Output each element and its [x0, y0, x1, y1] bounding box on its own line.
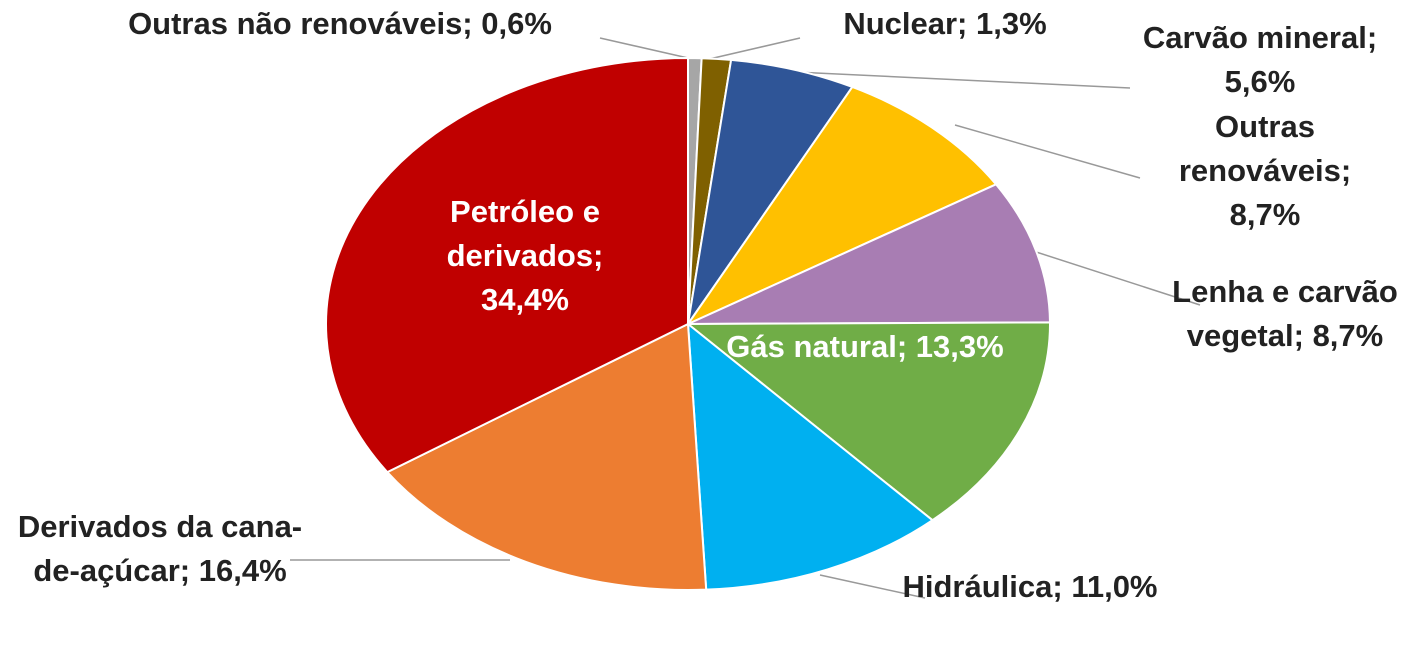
pie-slice	[385, 322, 708, 591]
leader-line	[1029, 249, 1201, 306]
pie-slice	[687, 58, 854, 325]
value-label: 16,4%	[198, 553, 287, 588]
value-label: 8,7%	[1312, 318, 1384, 353]
slice-label: Gás natural; 13,3%	[720, 325, 1010, 369]
leader-line	[599, 37, 689, 59]
slice-label: Lenha e carvão vegetal; 8,7%	[1160, 270, 1410, 358]
leader-line	[819, 574, 926, 599]
category-name: Hidráulica;	[902, 569, 1063, 604]
pie-slice	[687, 183, 1051, 325]
leader-lines	[290, 37, 1201, 599]
category-name: Outras não renováveis;	[128, 6, 473, 41]
slice-label: Outras renováveis; 8,7%	[1140, 105, 1390, 237]
pie-slice	[686, 321, 935, 591]
slice-label: Carvão mineral; 5,6%	[1125, 16, 1395, 104]
slice-label: Outras não renováveis; 0,6%	[40, 2, 640, 46]
value-label: 8,7%	[1229, 197, 1301, 232]
pie-slice	[685, 85, 998, 327]
category-name: Nuclear;	[843, 6, 968, 41]
leader-line	[704, 37, 801, 61]
value-label: 34,4%	[481, 282, 569, 317]
leader-line	[954, 124, 1141, 179]
category-name: Gás natural;	[726, 329, 908, 364]
value-label: 0,6%	[481, 6, 552, 41]
pie-slice	[325, 56, 689, 474]
category-name: Derivados da cana-de-açúcar;	[17, 509, 303, 588]
slice-label: Hidráulica; 11,0%	[900, 565, 1160, 609]
slice-label: Derivados da cana-de-açúcar; 16,4%	[0, 505, 320, 593]
category-name: Petróleo e derivados;	[446, 194, 604, 273]
leader-line	[794, 71, 1131, 89]
value-label: 1,3%	[976, 6, 1047, 41]
slice-label: Nuclear; 1,3%	[795, 2, 1095, 46]
slice-label: Petróleo e derivados; 34,4%	[400, 190, 650, 322]
value-label: 11,0%	[1071, 569, 1158, 604]
category-name: Carvão mineral;	[1142, 20, 1378, 55]
category-name: Lenha e carvão vegetal;	[1172, 274, 1398, 353]
pie-slice	[685, 321, 1051, 522]
value-label: 13,3%	[915, 329, 1004, 364]
value-label: 5,6%	[1224, 64, 1296, 99]
category-name: Outras renováveis;	[1178, 109, 1352, 188]
